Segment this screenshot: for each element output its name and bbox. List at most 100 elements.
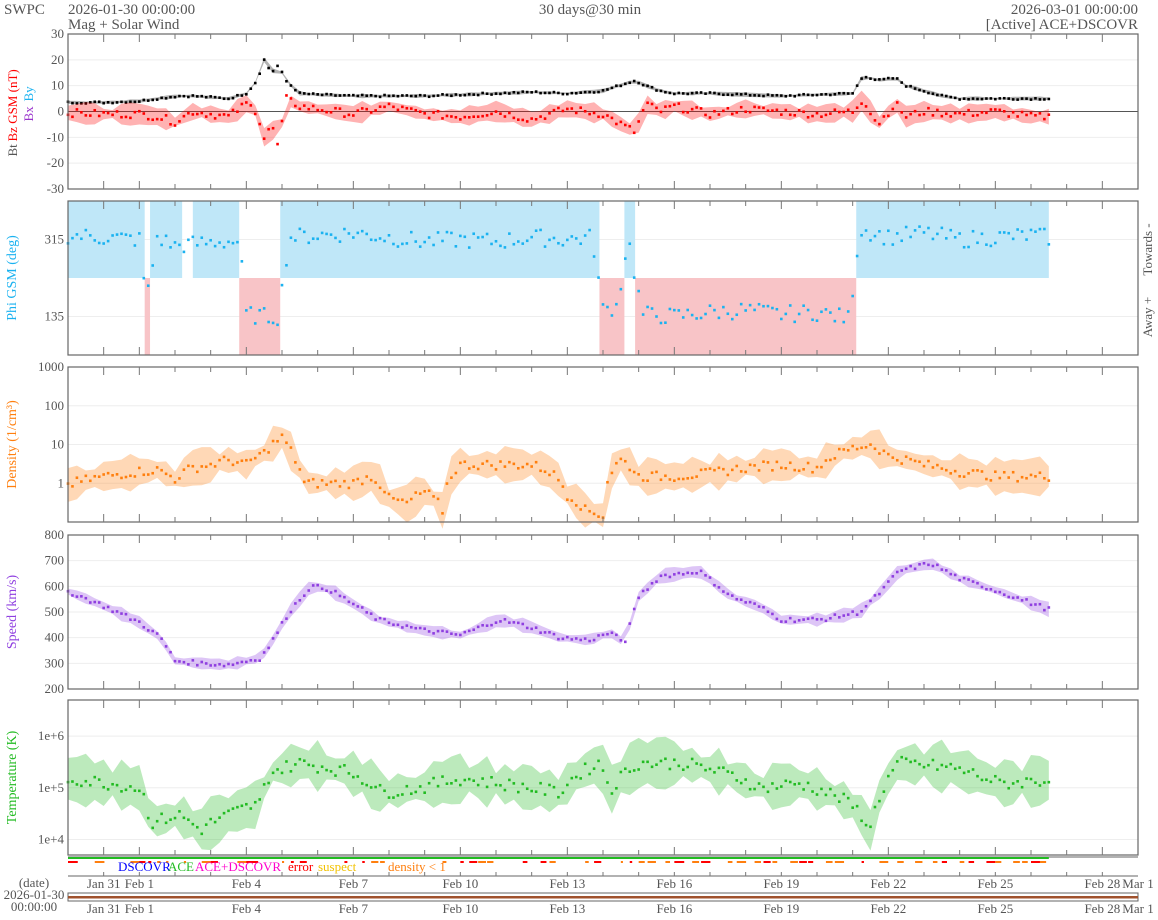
data-point <box>1038 227 1042 231</box>
data-point <box>374 618 377 621</box>
quality-flag <box>834 861 845 863</box>
data-point <box>441 775 444 778</box>
data-point <box>962 245 966 249</box>
data-point <box>450 231 453 235</box>
data-point <box>133 100 137 104</box>
data-point <box>285 94 288 97</box>
data-point <box>726 770 730 773</box>
data-point <box>873 594 877 597</box>
data-point <box>918 460 921 464</box>
data-point <box>436 497 440 501</box>
data-point <box>427 95 431 99</box>
data-point <box>869 239 872 242</box>
data-point <box>557 241 560 245</box>
data-point <box>891 243 895 246</box>
data-point <box>944 569 948 572</box>
data-point <box>815 618 819 621</box>
data-point <box>940 114 944 118</box>
x-tick-label: Feb 1 <box>125 876 154 891</box>
data-point <box>646 760 649 764</box>
data-point <box>851 610 854 613</box>
data-point <box>111 234 114 237</box>
timeline-range-bar[interactable] <box>68 896 1138 899</box>
data-point <box>980 232 984 236</box>
data-point <box>726 592 730 596</box>
data-point <box>338 594 342 598</box>
data-point <box>757 782 761 785</box>
data-point <box>869 112 872 116</box>
data-point <box>641 589 645 593</box>
data-point <box>111 782 114 786</box>
data-point <box>610 116 614 120</box>
data-point <box>472 232 476 236</box>
data-point <box>392 105 395 109</box>
data-point <box>1016 479 1019 483</box>
data-point <box>757 106 761 109</box>
data-point <box>352 236 355 239</box>
data-point <box>467 246 471 249</box>
data-point <box>218 96 221 99</box>
data-point <box>744 309 747 312</box>
data-point <box>940 568 944 571</box>
data-point <box>962 771 966 775</box>
data-point <box>401 105 404 109</box>
data-point <box>80 102 83 105</box>
data-point <box>775 617 779 621</box>
data-point <box>922 765 926 769</box>
data-point <box>191 659 195 662</box>
data-point <box>601 769 605 772</box>
data-point <box>815 793 819 796</box>
quality-flag <box>647 861 656 863</box>
data-point <box>967 97 970 101</box>
data-point <box>423 240 426 244</box>
data-point <box>615 84 618 88</box>
data-point <box>994 774 997 778</box>
data-point <box>396 623 400 627</box>
quality-flag <box>201 861 211 863</box>
data-point <box>1038 784 1042 787</box>
time-axis-value: 00:00:00 <box>11 899 57 914</box>
y-tick-label: 600 <box>45 578 65 593</box>
data-point <box>619 287 623 291</box>
data-point <box>494 92 498 95</box>
data-point <box>142 625 146 629</box>
data-point <box>432 776 435 780</box>
data-point <box>267 781 270 785</box>
data-point <box>178 94 181 98</box>
plot-subtitle: Mag + Solar Wind <box>68 17 180 33</box>
data-point <box>579 508 583 511</box>
data-point <box>557 637 560 641</box>
data-point <box>409 94 413 98</box>
data-point <box>245 101 248 104</box>
y-tick-label: 1e+4 <box>38 831 65 846</box>
quality-flag <box>629 861 633 863</box>
data-point <box>195 470 199 474</box>
data-point <box>681 573 685 576</box>
data-point <box>271 439 275 443</box>
data-point <box>971 114 975 117</box>
data-point <box>200 465 204 468</box>
data-point <box>1016 596 1019 599</box>
data-point <box>592 767 596 770</box>
data-point <box>570 235 574 238</box>
data-point <box>998 97 1002 100</box>
data-point <box>646 101 649 105</box>
data-point <box>311 764 315 768</box>
data-point <box>423 490 426 493</box>
data-point <box>637 768 640 771</box>
data-point <box>441 239 444 243</box>
data-point <box>231 96 235 100</box>
data-point <box>222 455 226 459</box>
data-point <box>387 102 391 106</box>
data-point <box>285 441 288 445</box>
data-point <box>855 613 859 616</box>
data-point <box>641 479 645 482</box>
data-point <box>744 470 747 474</box>
data-point <box>1011 596 1015 600</box>
data-point <box>851 92 854 95</box>
legend-suspect: suspect <box>318 859 357 874</box>
data-point <box>887 229 890 233</box>
data-point <box>753 94 756 97</box>
data-point <box>646 588 649 591</box>
